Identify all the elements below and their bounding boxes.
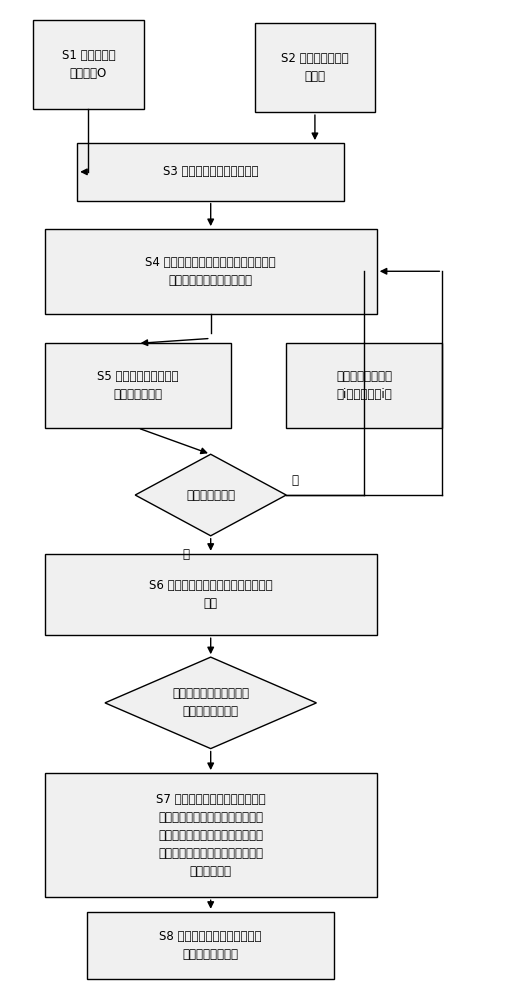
FancyBboxPatch shape bbox=[45, 773, 377, 897]
Text: 否: 否 bbox=[182, 548, 189, 561]
Text: S6 计算得出该工作面质子所有移动路
径图: S6 计算得出该工作面质子所有移动路 径图 bbox=[149, 579, 272, 610]
Text: 质子根据后继边条
数i分裂分裂为i个: 质子根据后继边条 数i分裂分裂为i个 bbox=[336, 370, 392, 401]
Text: 是否具有后继边: 是否具有后继边 bbox=[186, 489, 235, 502]
Text: 判定另一工作面所在抽象
边，是否在集合中: 判定另一工作面所在抽象 边，是否在集合中 bbox=[172, 687, 249, 718]
Polygon shape bbox=[135, 454, 286, 536]
FancyBboxPatch shape bbox=[77, 143, 344, 201]
FancyBboxPatch shape bbox=[45, 229, 377, 314]
FancyBboxPatch shape bbox=[88, 912, 334, 979]
Text: 是: 是 bbox=[291, 474, 298, 487]
Text: S7 得出计算结果，若在集合中，
则表明质子经过了判定工作面几何
边（工作面存在串联通风），反之
则没有经过（两个工作面之间不存
在串联通风）: S7 得出计算结果，若在集合中， 则表明质子经过了判定工作面几何 边（工作面存在… bbox=[156, 793, 266, 878]
FancyBboxPatch shape bbox=[254, 23, 375, 112]
Text: S8 利用溯源法计算出两串联通
风工作面流经路径: S8 利用溯源法计算出两串联通 风工作面流经路径 bbox=[159, 930, 262, 961]
Text: S4 将无限分裂质子放置于需要判定的有
向边，并沿有向边方向移动: S4 将无限分裂质子放置于需要判定的有 向边，并沿有向边方向移动 bbox=[146, 256, 276, 287]
Text: S5 搜索邻接矩阵获得后
继节点及边集合: S5 搜索邻接矩阵获得后 继节点及边集合 bbox=[97, 370, 179, 401]
FancyBboxPatch shape bbox=[45, 343, 231, 428]
Text: S2 构建矿井通风几
何网络: S2 构建矿井通风几 何网络 bbox=[281, 52, 349, 83]
FancyBboxPatch shape bbox=[45, 554, 377, 635]
Text: S3 构建邻接矩阵及关系矩阵: S3 构建邻接矩阵及关系矩阵 bbox=[163, 165, 259, 178]
Text: S1 假定可无限
分裂质子O: S1 假定可无限 分裂质子O bbox=[62, 49, 115, 80]
FancyBboxPatch shape bbox=[286, 343, 442, 428]
Polygon shape bbox=[105, 657, 317, 749]
FancyBboxPatch shape bbox=[33, 20, 144, 109]
